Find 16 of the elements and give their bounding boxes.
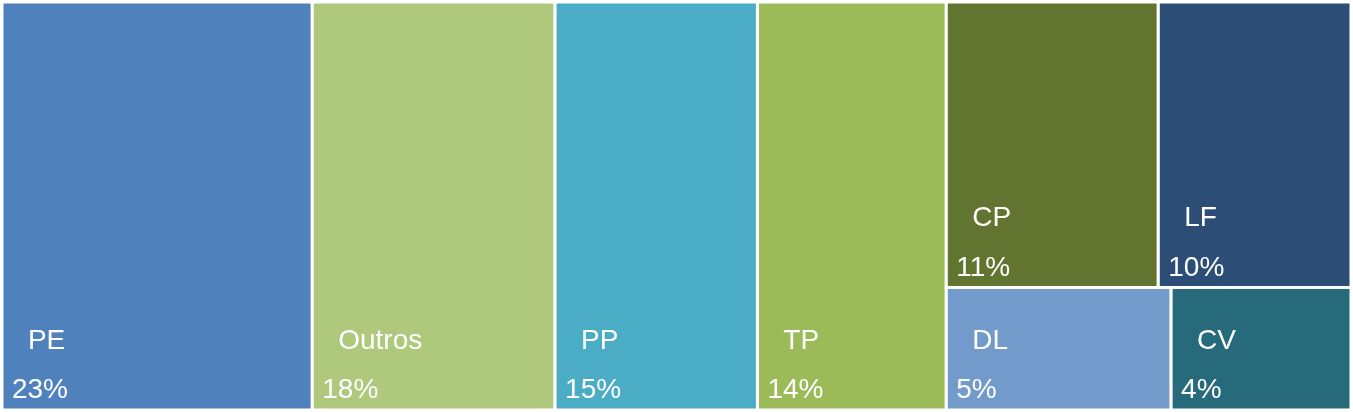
data-label: 23% xyxy=(11,373,69,405)
data-label: 11% xyxy=(956,250,1011,282)
category-label: LF xyxy=(1184,201,1217,233)
data-label: 4% xyxy=(1181,373,1222,405)
data-label: 15% xyxy=(565,373,622,405)
category-label: Outros xyxy=(338,323,423,355)
category-label: CP xyxy=(972,201,1012,233)
category-label: CV xyxy=(1197,323,1237,355)
data-label: 18% xyxy=(322,373,379,405)
category-label: PP xyxy=(581,323,619,355)
category-label: TP xyxy=(783,323,820,355)
category-label: PE xyxy=(27,323,66,355)
data-label: 10% xyxy=(1168,250,1225,282)
data-label: 5% xyxy=(956,373,997,405)
category-label: DL xyxy=(972,323,1009,355)
data-label: 14% xyxy=(767,373,824,405)
